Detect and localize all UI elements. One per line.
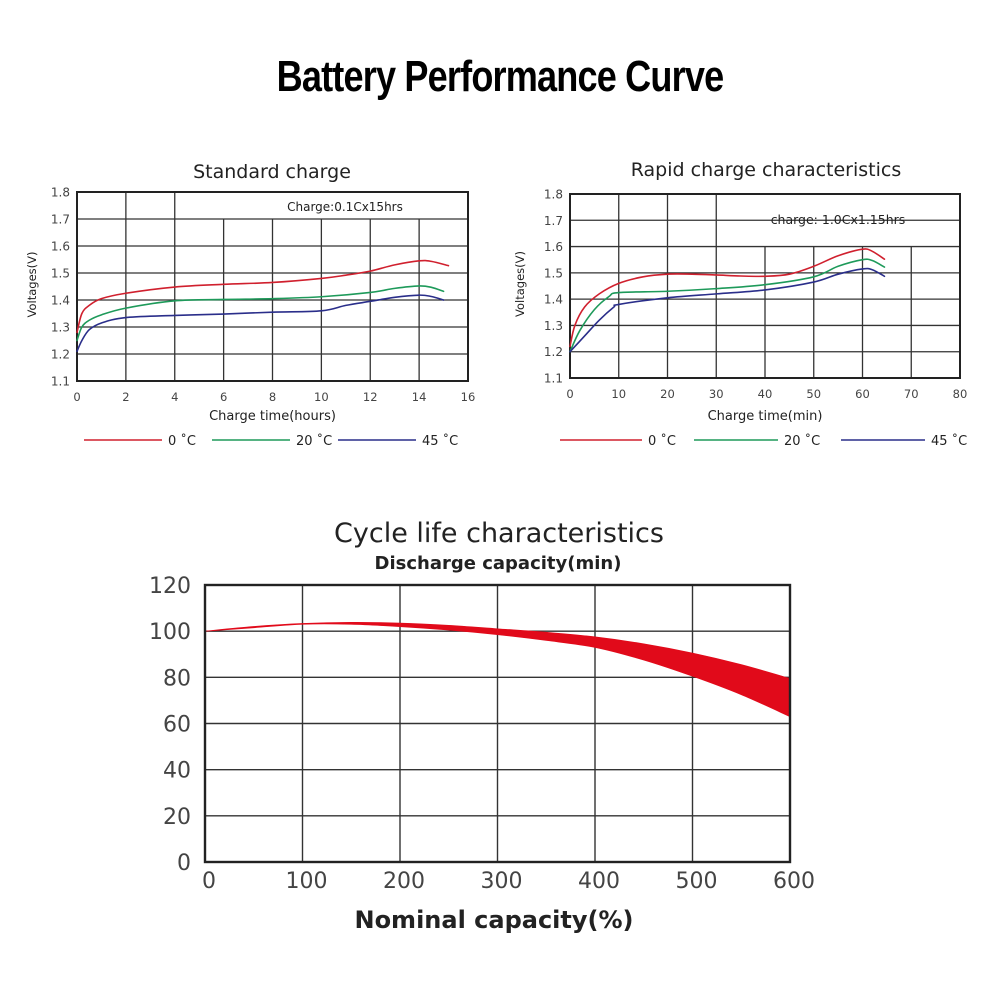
- y-tick-label: 1.5: [51, 267, 70, 281]
- x-tick-label: 0: [73, 390, 80, 404]
- x-tick-label: 4: [171, 390, 178, 404]
- y-tick-label: 1.1: [51, 375, 70, 389]
- legend-label: 0 ˚C: [648, 433, 676, 449]
- y-tick-label: 1.3: [544, 319, 563, 333]
- legend-label: 0 ˚C: [168, 433, 196, 449]
- y-tick-label: 1.7: [51, 213, 70, 227]
- y-axis-label: Voltages(V): [513, 251, 527, 317]
- series-line-0c: [569, 248, 886, 348]
- y-tick-label: 1.4: [51, 294, 70, 308]
- charge-annotation: charge: 1.0Cx1.15hrs: [771, 212, 906, 227]
- chart-title: Cycle life characteristics: [334, 518, 664, 549]
- rapid-chart: Rapid charge characteristics charge: 1.0C…: [513, 159, 967, 449]
- x-tick-label: 50: [806, 387, 821, 401]
- series-line-45c: [569, 267, 886, 353]
- x-tick-label: 200: [383, 869, 425, 894]
- x-tick-label: 16: [461, 390, 476, 404]
- y-axis-label: Voltages(V): [25, 252, 39, 318]
- plot-frame: [569, 193, 961, 379]
- series-line-20c: [76, 285, 445, 342]
- x-tick-label: 12: [363, 390, 378, 404]
- y-tick-label: 120: [149, 574, 191, 599]
- y-tick-label: 1.8: [544, 188, 563, 202]
- x-tick-label: 80: [953, 387, 968, 401]
- y-tick-label: 1.3: [51, 321, 70, 335]
- series-line-0c: [76, 259, 450, 334]
- charge-annotation: Charge:0.1Cx15hrs: [287, 200, 403, 214]
- x-tick-label: 14: [412, 390, 427, 404]
- legend-label: 20 ˚C: [784, 433, 820, 449]
- y-tick-label: 1.6: [544, 240, 563, 254]
- x-tick-label: 2: [122, 390, 129, 404]
- x-tick-label: 600: [773, 869, 815, 894]
- legend-label: 45 ˚C: [422, 433, 458, 449]
- x-tick-label: 8: [269, 390, 276, 404]
- x-tick-label: 10: [611, 387, 626, 401]
- y-tick-label: 80: [163, 666, 191, 691]
- x-tick-label: 0: [566, 387, 573, 401]
- x-axis-label: Charge time(hours): [209, 409, 336, 424]
- x-tick-label: 6: [220, 390, 227, 404]
- chart-title: Standard charge: [193, 161, 351, 183]
- y-tick-label: 1.6: [51, 240, 70, 254]
- x-tick-label: 0: [202, 869, 216, 894]
- x-tick-label: 40: [758, 387, 773, 401]
- x-tick-label: 10: [314, 390, 329, 404]
- x-tick-label: 60: [855, 387, 870, 401]
- y-tick-label: 1.4: [544, 293, 563, 307]
- y-tick-label: 1.1: [544, 372, 563, 386]
- y-axis-label: Discharge capacity(min): [375, 553, 622, 574]
- cycle-chart: Cycle life characteristics Discharge capa…: [149, 518, 815, 934]
- plot-frame: [203, 583, 792, 864]
- plot-frame: [76, 191, 469, 382]
- y-tick-label: 60: [163, 713, 191, 738]
- x-tick-label: 500: [676, 869, 718, 894]
- y-tick-label: 1.8: [51, 186, 70, 200]
- x-tick-label: 20: [660, 387, 675, 401]
- legend-label: 45 ˚C: [931, 433, 967, 449]
- x-tick-label: 70: [904, 387, 919, 401]
- y-tick-label: 0: [177, 851, 191, 876]
- page-title: Battery Performance Curve: [276, 52, 725, 101]
- x-axis-label: Nominal capacity(%): [354, 906, 633, 934]
- y-tick-label: 40: [163, 759, 191, 784]
- standard-chart: Standard charge Charge:0.1Cx15hrs 1.8 1.7 1.…: [25, 161, 475, 449]
- y-tick-label: 1.5: [544, 266, 563, 280]
- series-line-20c: [569, 258, 886, 353]
- y-tick-label: 1.2: [544, 345, 563, 359]
- series-line-45c: [76, 294, 445, 353]
- y-tick-label: 1.2: [51, 348, 70, 362]
- x-tick-label: 400: [578, 869, 620, 894]
- x-tick-label: 300: [481, 869, 523, 894]
- x-axis-label: Charge time(min): [708, 409, 823, 424]
- x-tick-label: 100: [286, 869, 328, 894]
- chart-title: Rapid charge characteristics: [631, 159, 902, 181]
- x-tick-label: 30: [709, 387, 724, 401]
- y-tick-label: 20: [163, 805, 191, 830]
- legend-label: 20 ˚C: [296, 433, 332, 449]
- y-tick-label: 1.7: [544, 214, 563, 228]
- y-tick-label: 100: [149, 620, 191, 645]
